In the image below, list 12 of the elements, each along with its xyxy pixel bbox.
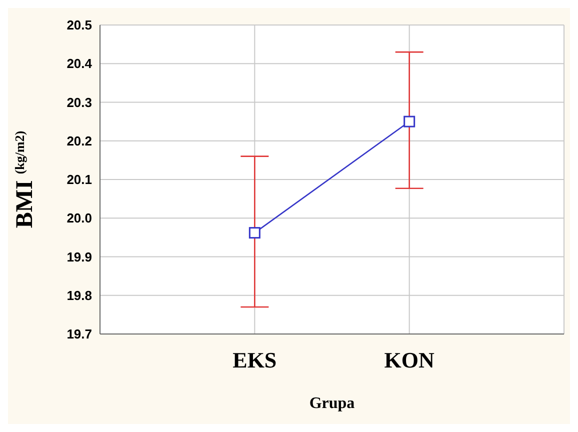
x-tick-label: EKS: [232, 348, 277, 373]
y-tick-label: 20.4: [66, 56, 93, 72]
y-tick-label: 20.1: [66, 172, 92, 188]
x-tick-label: KON: [384, 348, 434, 373]
y-tick-label: 20.5: [66, 18, 92, 33]
y-tick-label: 19.8: [66, 288, 92, 303]
x-axis-title: Grupa: [309, 395, 355, 412]
y-tick-label: 20.0: [66, 210, 92, 226]
y-tick-label: 19.7: [66, 326, 92, 342]
y-tick-label: 20.2: [66, 133, 92, 148]
y-tick-label: 19.9: [66, 249, 92, 264]
y-tick-label: 20.3: [66, 94, 92, 110]
